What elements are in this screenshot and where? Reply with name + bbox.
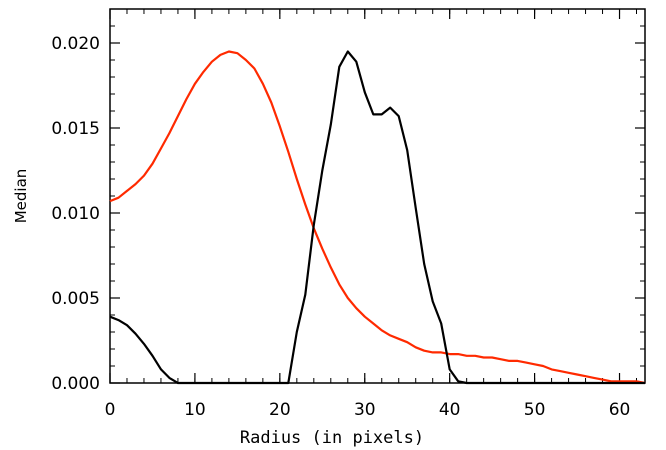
y-tick-label: 0.005 xyxy=(51,289,100,309)
y-ticks: 0.000 0.005 0.010 0.015 0.020 xyxy=(51,8,645,394)
y-tick-label: 0.015 xyxy=(51,119,100,139)
x-tick-label: 50 xyxy=(524,400,546,420)
x-tick-label: 40 xyxy=(439,400,461,420)
y-tick-label: 0.010 xyxy=(51,204,100,224)
series-layer xyxy=(109,50,646,385)
x-ticks: 0 10 20 30 40 50 60 xyxy=(105,9,638,420)
y-axis-title: Median xyxy=(12,169,30,224)
series-line xyxy=(109,50,645,385)
y-tick-label: 0.000 xyxy=(51,374,100,394)
x-axis-title: Radius (in pixels) xyxy=(240,428,424,448)
y-tick-label: 0.020 xyxy=(51,34,100,54)
x-tick-label: 20 xyxy=(269,400,291,420)
x-tick-label: 0 xyxy=(105,400,116,420)
x-tick-label: 10 xyxy=(184,400,206,420)
series-line xyxy=(109,50,646,385)
x-tick-label: 60 xyxy=(609,400,631,420)
x-tick-label: 30 xyxy=(354,400,376,420)
